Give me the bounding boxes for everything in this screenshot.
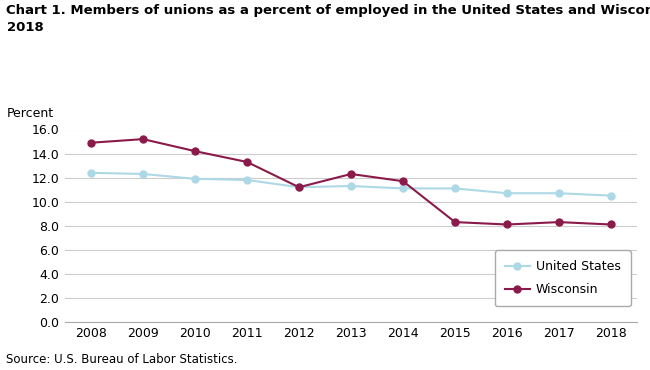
Wisconsin: [451, 220, 459, 224]
Wisconsin: [243, 160, 251, 164]
United States: [399, 186, 407, 191]
United States: [503, 191, 511, 195]
Wisconsin: [555, 220, 563, 224]
United States: [347, 184, 355, 188]
United States: [243, 178, 251, 182]
Wisconsin: [503, 222, 511, 227]
United States: [87, 171, 95, 175]
Wisconsin: [399, 179, 407, 184]
United States: [295, 185, 303, 189]
Wisconsin: [347, 172, 355, 176]
United States: [139, 172, 147, 176]
Text: Source: U.S. Bureau of Labor Statistics.: Source: U.S. Bureau of Labor Statistics.: [6, 353, 238, 366]
Wisconsin: [139, 137, 147, 141]
Wisconsin: [295, 185, 303, 189]
United States: [555, 191, 563, 195]
Wisconsin: [607, 222, 615, 227]
Line: Wisconsin: Wisconsin: [88, 136, 614, 228]
Wisconsin: [87, 141, 95, 145]
Text: Chart 1. Members of unions as a percent of employed in the United States and Wis: Chart 1. Members of unions as a percent …: [6, 4, 650, 34]
Legend: United States, Wisconsin: United States, Wisconsin: [495, 250, 630, 306]
Line: United States: United States: [88, 169, 614, 199]
United States: [607, 194, 615, 198]
Wisconsin: [191, 149, 199, 153]
United States: [451, 186, 459, 191]
United States: [191, 176, 199, 181]
Text: Percent: Percent: [6, 107, 53, 120]
